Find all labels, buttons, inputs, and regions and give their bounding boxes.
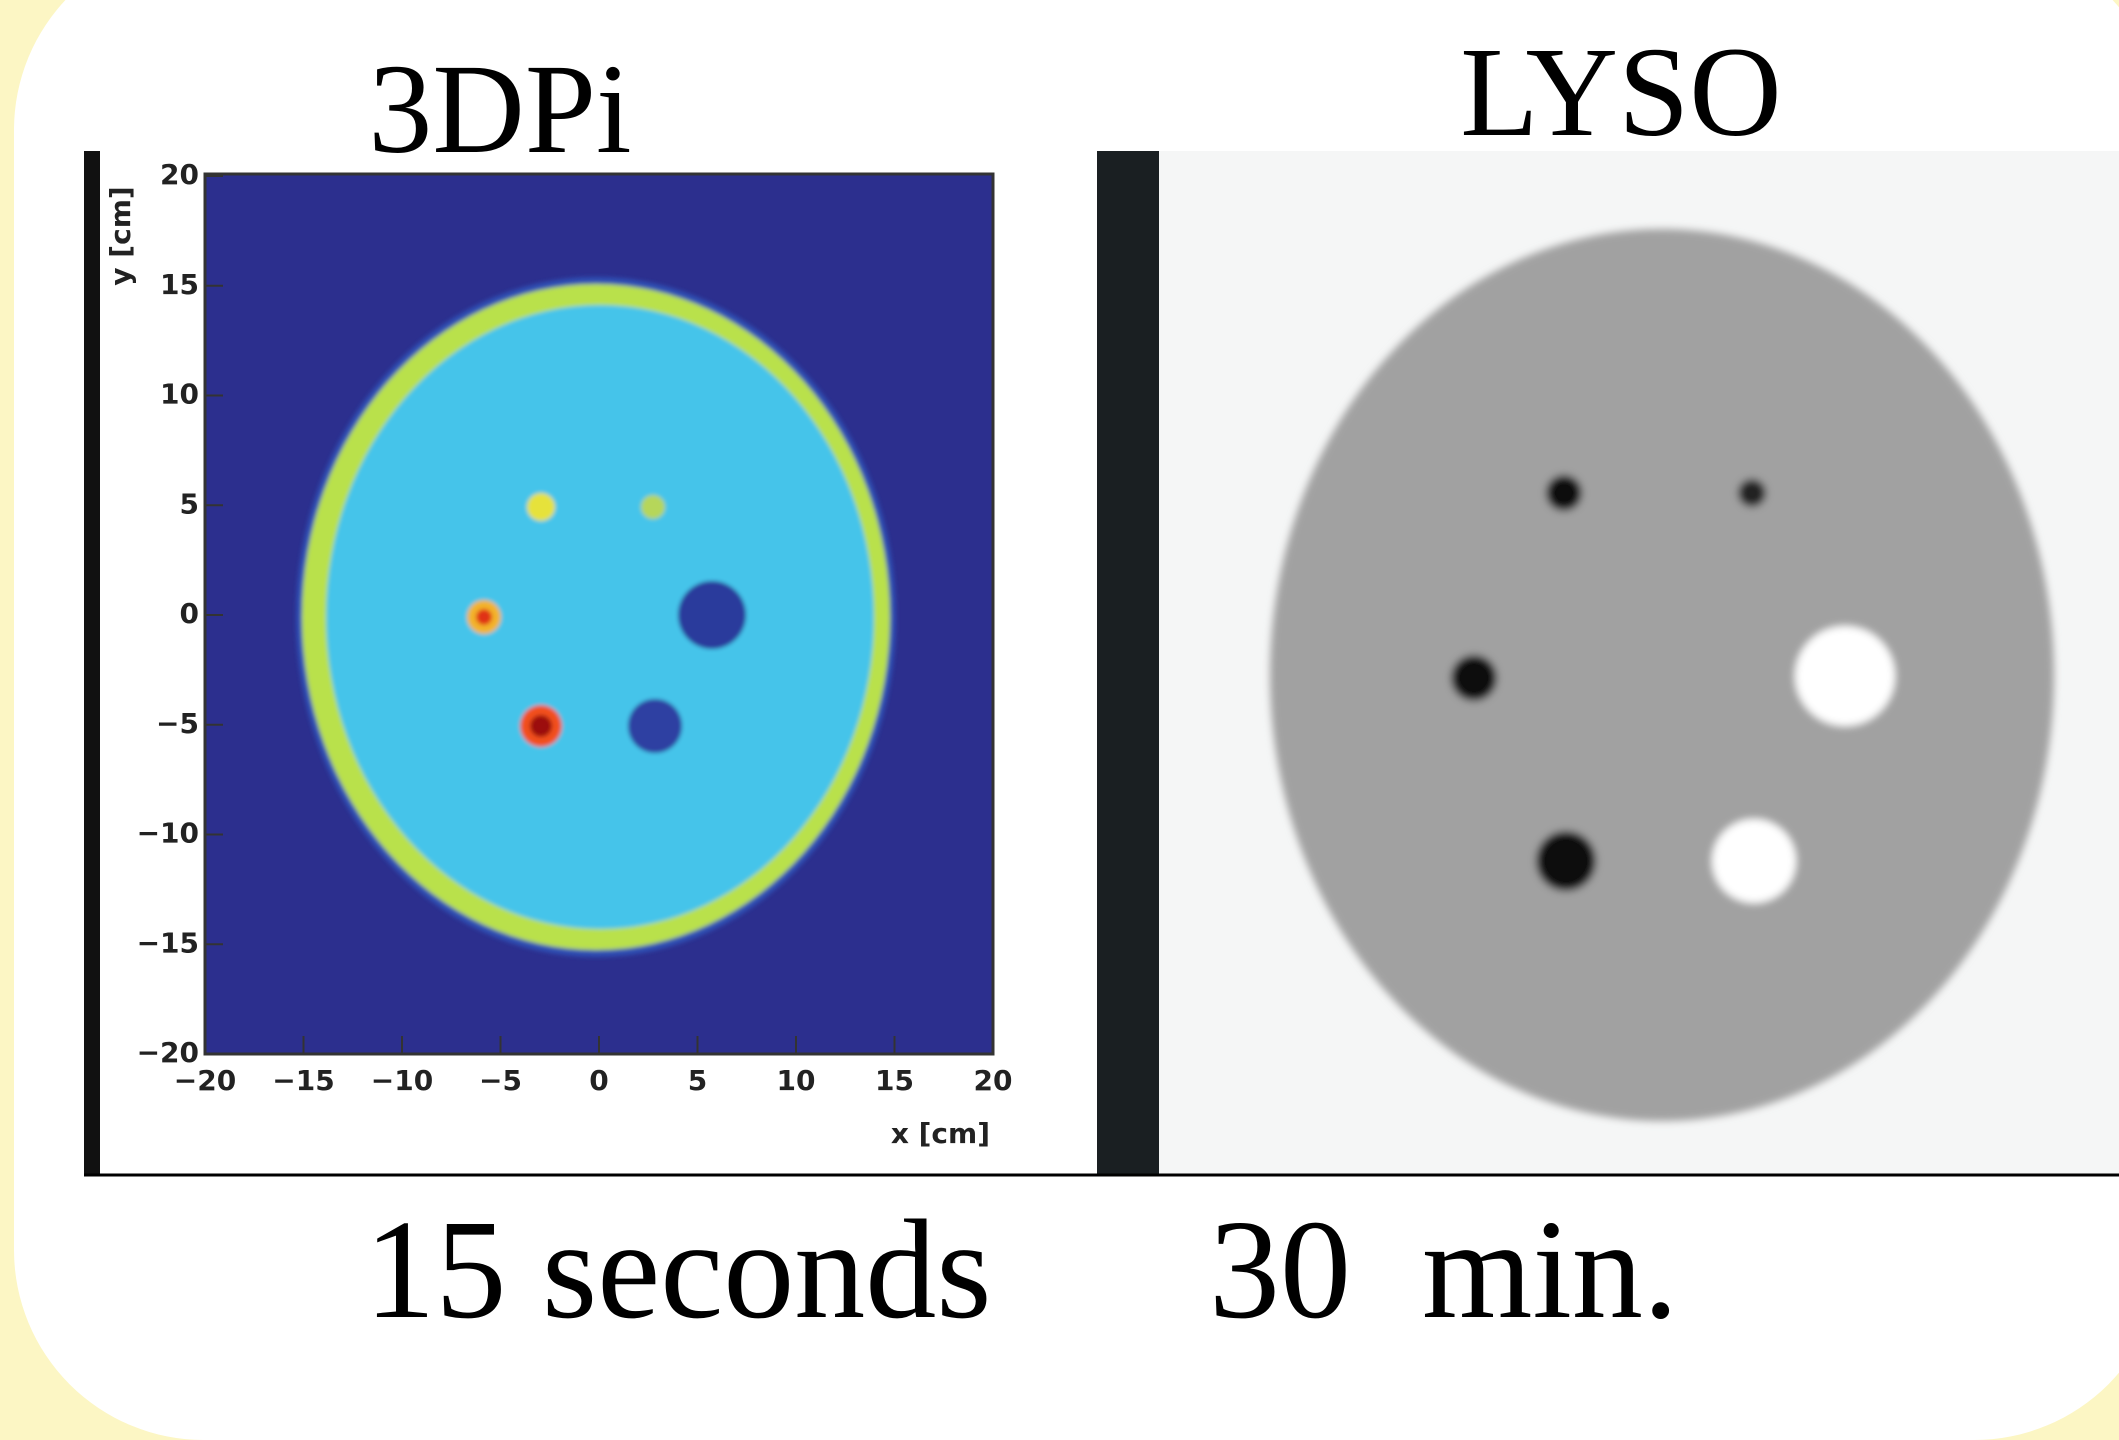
- x-tick-label: 20: [974, 1064, 1013, 1097]
- x-tick-label: −5: [479, 1064, 522, 1097]
- right-title: LYSO: [1460, 21, 1782, 163]
- y-tick-label: 20: [160, 158, 199, 191]
- y-tick-label: 10: [160, 378, 199, 411]
- x-tick-label: 15: [875, 1064, 914, 1097]
- y-tick-label: −10: [137, 817, 199, 850]
- y-axis-label: y [cm]: [104, 186, 137, 285]
- x-tick-label: −15: [272, 1064, 334, 1097]
- y-tick-label: 5: [180, 487, 199, 520]
- page: −20 −15 −10 −5 0 5 10 15 20 20 15 10 5 0 −5 −10 −15 −20 y…: [14, 0, 2119, 1440]
- phantom-image: [296, 277, 896, 957]
- y-tick-label: −5: [156, 707, 199, 740]
- left-caption: 15 seconds: [364, 1190, 992, 1348]
- right-caption: 30 min.: [1209, 1190, 1679, 1348]
- y-tick-label: −15: [137, 926, 199, 959]
- y-tick-label: −20: [137, 1036, 199, 1069]
- y-tick-label: 0: [180, 597, 199, 630]
- x-tick-label: −10: [371, 1064, 433, 1097]
- left-title: 3DPi: [368, 38, 632, 180]
- lyso-image: [1270, 229, 2054, 1121]
- x-axis-label: x [cm]: [891, 1117, 990, 1150]
- right-bar: [1097, 151, 1159, 1175]
- x-tick-label: −20: [174, 1064, 236, 1097]
- figure: −20 −15 −10 −5 0 5 10 15 20 20 15 10 5 0 −5 −10 −15 −20 y…: [84, 151, 2119, 1177]
- left-bar: [84, 151, 100, 1175]
- x-tick-label: 5: [688, 1064, 707, 1097]
- x-tick-label: 0: [589, 1064, 608, 1097]
- x-tick-label: 10: [777, 1064, 816, 1097]
- y-tick-label: 15: [160, 268, 199, 301]
